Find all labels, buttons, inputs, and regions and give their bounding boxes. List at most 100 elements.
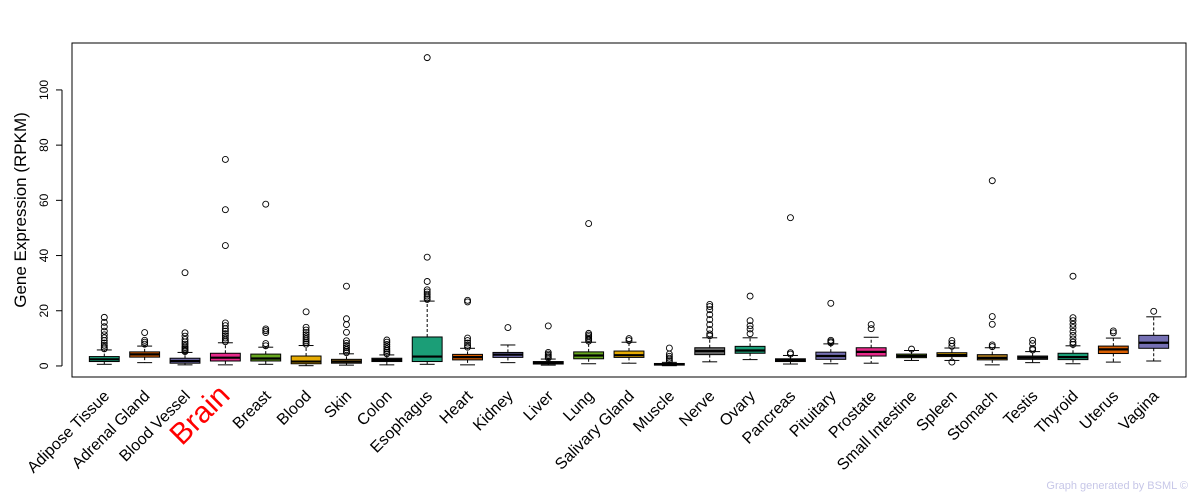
outlier-point (1069, 317, 1077, 325)
outlier-point (625, 337, 633, 345)
x-tick-label: Breast (230, 387, 275, 432)
outlier-point (302, 333, 310, 341)
box-adipose-tissue (88, 313, 120, 365)
outlier-point (625, 335, 633, 343)
outlier-point (1150, 307, 1158, 315)
outlier-point (221, 330, 229, 338)
outlier-point (1069, 272, 1077, 280)
outlier-point (1029, 344, 1037, 352)
x-tick-label: Thyroid (1032, 388, 1082, 438)
outlier-point (504, 324, 512, 332)
outlier-point (343, 328, 350, 336)
outlier-point (100, 334, 108, 342)
y-axis-label: Gene Expression (RPKM) (11, 112, 30, 308)
outlier-point (221, 206, 229, 214)
box-pituitary (815, 299, 847, 365)
box-prostate (855, 321, 887, 364)
outlier-point (181, 269, 189, 277)
outlier-point (1069, 324, 1077, 332)
box-skin (331, 282, 362, 366)
outlier-point (343, 342, 350, 349)
outlier-point (343, 315, 350, 323)
outlier-point (423, 288, 431, 296)
box-muscle (653, 344, 685, 367)
box-thyroid (1057, 272, 1089, 365)
outlier-point (221, 334, 229, 342)
outlier-point (181, 340, 189, 348)
outlier-point (706, 311, 714, 319)
outlier-point (1069, 331, 1077, 339)
outlier-point (464, 296, 472, 304)
box-stomach (976, 177, 1008, 366)
outlier-point (706, 306, 714, 314)
outlier-point (262, 329, 270, 337)
outlier-point (262, 342, 270, 350)
outlier-point (827, 336, 835, 344)
outlier-point (100, 341, 108, 349)
outlier-point (100, 339, 108, 347)
box-uterus (1097, 327, 1129, 363)
outlier-point (383, 340, 391, 348)
box-heart (452, 296, 483, 366)
outlier-point (383, 338, 391, 346)
outlier-point (464, 341, 472, 349)
box-esophagus (411, 54, 443, 365)
outlier-point (544, 348, 552, 356)
outlier-point (746, 317, 754, 325)
outlier-point (100, 343, 108, 351)
outlier-point (343, 337, 350, 345)
box-spleen (936, 337, 968, 366)
outlier-point (867, 321, 875, 329)
outlier-point (746, 330, 754, 338)
outlier-point (141, 329, 149, 337)
box-testis (1017, 336, 1049, 364)
outlier-point (221, 242, 229, 250)
outlier-point (585, 329, 593, 337)
box-liver (532, 322, 564, 366)
outlier-point (343, 321, 350, 329)
outlier-point (221, 332, 229, 340)
x-tick-label: Skin (321, 388, 355, 422)
outlier-point (1069, 314, 1077, 322)
outlier-point (262, 340, 270, 348)
outlier-point (141, 340, 149, 348)
outlier-point (423, 54, 431, 62)
outlier-point (100, 323, 108, 331)
outlier-point (827, 299, 835, 307)
outlier-point (423, 290, 431, 298)
y-tick-label: 80 (37, 138, 51, 152)
outlier-point (181, 332, 189, 340)
outlier-point (1069, 328, 1077, 335)
y-tick-label: 100 (37, 80, 51, 100)
outlier-point (706, 303, 714, 311)
x-tick-label: Blood (274, 388, 315, 429)
outlier-point (988, 320, 996, 328)
box-salivary-gland (613, 335, 645, 364)
outlier-point (706, 316, 714, 324)
outlier-point (706, 321, 714, 329)
outlier-point (1109, 327, 1117, 335)
outlier-point (1069, 320, 1077, 328)
outlier-point (988, 313, 996, 320)
x-tick-label: Lung (560, 388, 597, 425)
outlier-point (302, 326, 310, 334)
outlier-point (948, 358, 956, 366)
x-tick-label: Muscle (630, 388, 678, 436)
box-ovary (734, 292, 766, 361)
outlier-point (464, 334, 472, 342)
outlier-point (181, 342, 189, 350)
box-brain (209, 156, 241, 366)
outlier-point (585, 220, 593, 227)
box-vagina (1138, 307, 1170, 362)
outlier-point (343, 344, 350, 352)
outlier-point (302, 323, 310, 331)
outlier-point (181, 336, 189, 343)
outlier-point (423, 278, 431, 285)
x-tick-label: Uterus (1077, 388, 1122, 433)
box-blood-vessel (169, 269, 201, 366)
outlier-point (948, 339, 956, 347)
outlier-point (423, 286, 431, 294)
outlier-point (786, 214, 794, 222)
